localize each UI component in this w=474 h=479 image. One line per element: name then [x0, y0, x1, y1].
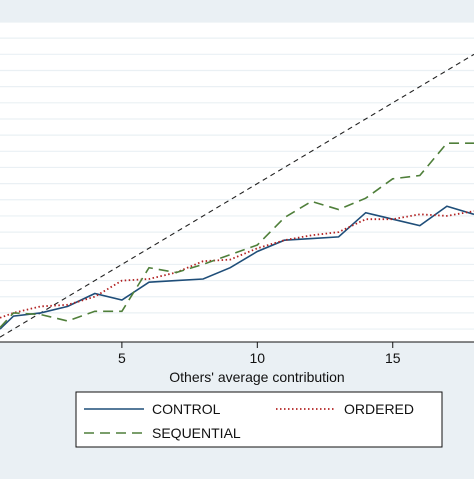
x-tick-label: 5	[118, 350, 126, 366]
x-tick-label: 10	[250, 350, 266, 366]
legend: CONTROL ORDERED SEQUENTIAL	[75, 391, 443, 448]
legend-label-sequential: SEQUENTIAL	[152, 425, 241, 441]
series-line-ordered	[0, 210, 474, 319]
legend-box	[75, 391, 443, 448]
series-layer	[0, 142, 474, 330]
grid-lines	[0, 21, 474, 330]
reference-line	[0, 53, 474, 338]
x-tick-label: 15	[385, 350, 401, 366]
series-line-sequential	[0, 142, 474, 329]
x-axis-label: Others' average contribution	[169, 369, 344, 385]
series-line-control	[0, 205, 474, 330]
x-axis: 5 10 15	[0, 341, 474, 366]
legend-label-ordered: ORDERED	[344, 401, 414, 417]
plot-area	[0, 22, 474, 342]
reference-line-layer	[0, 53, 474, 338]
legend-label-control: CONTROL	[152, 401, 221, 417]
